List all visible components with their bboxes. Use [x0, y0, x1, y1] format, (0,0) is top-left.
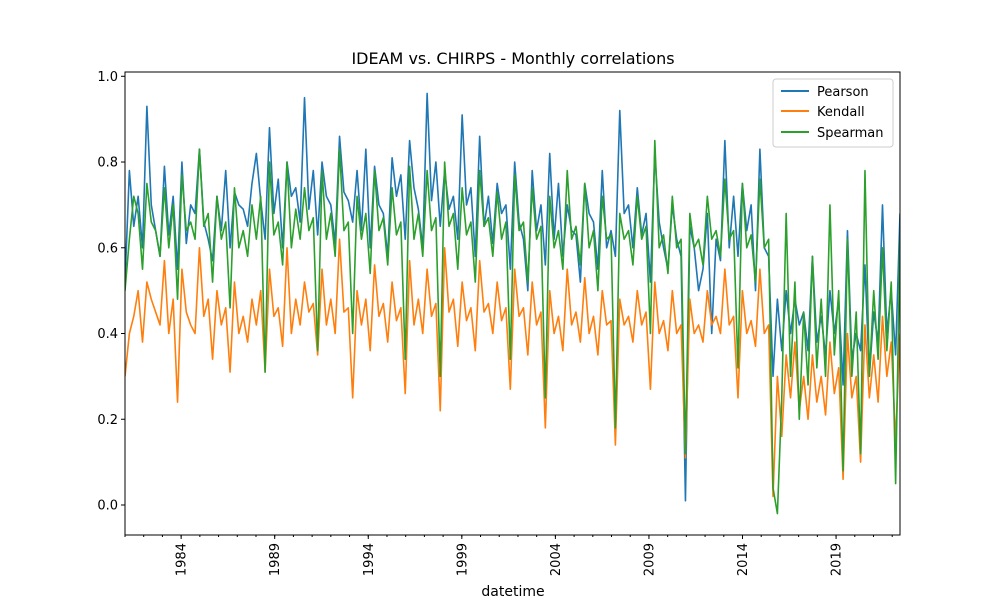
x-tick-label: 1999	[455, 543, 470, 576]
y-tick-label: 1.0	[97, 70, 118, 85]
y-tick-label: 0.8	[97, 156, 118, 171]
x-tick-label: 1989	[268, 543, 283, 576]
x-tick-label: 1994	[362, 543, 377, 576]
x-tick-label: 2014	[736, 543, 751, 576]
y-axis: 0.0 0.2 0.4 0.6 0.8 1.0	[97, 70, 125, 513]
legend-label-pearson: Pearson	[817, 85, 869, 100]
y-tick-label: 0.2	[97, 413, 118, 428]
plot-area	[124, 71, 901, 536]
x-tick-label: 2019	[830, 543, 845, 576]
legend-label-spearman: Spearman	[817, 126, 883, 141]
x-tick-label: 2009	[642, 543, 657, 576]
series-line-spearman	[125, 139, 900, 515]
chart-title: IDEAM vs. CHIRPS - Monthly correlations	[351, 49, 674, 68]
series-line-pearson	[125, 92, 900, 502]
y-tick-label: 0.4	[97, 327, 118, 342]
legend-label-kendall: Kendall	[817, 105, 865, 120]
x-axis-label: datetime	[481, 584, 544, 600]
x-axis: 1984 1989 1994 1999 2004 2009 2014 2019	[124, 535, 893, 576]
x-tick-label: 2004	[549, 543, 564, 576]
legend-box	[772, 78, 894, 148]
axes-frame	[124, 71, 901, 536]
y-tick-label: 0.0	[97, 498, 118, 513]
y-tick-label: 0.6	[97, 241, 118, 256]
series-layer	[125, 92, 900, 515]
series-line-kendall	[125, 238, 900, 498]
x-tick-label: 1984	[175, 543, 190, 576]
legend: Pearson Kendall Spearman	[772, 78, 894, 148]
